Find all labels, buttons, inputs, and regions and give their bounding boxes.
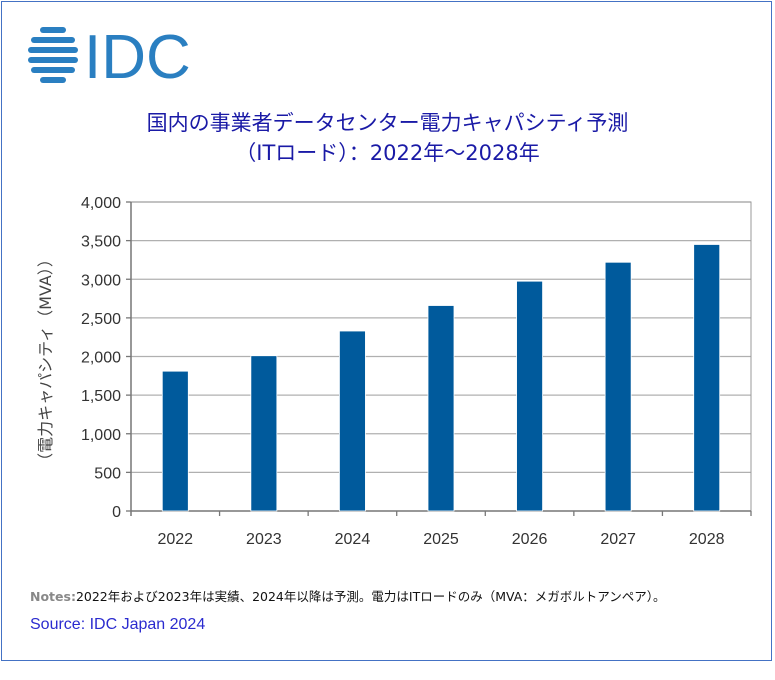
x-tick-label: 2024 xyxy=(335,531,371,548)
bar-2027 xyxy=(604,261,632,512)
y-tick-label: 3,000 xyxy=(81,272,121,289)
source: Source: IDC Japan 2024 xyxy=(30,616,206,633)
y-tick-label: 500 xyxy=(94,465,121,482)
logo-text: IDC xyxy=(84,25,191,85)
chart-frame xyxy=(1,1,772,661)
notes-label: Notes: xyxy=(30,589,76,604)
chart-title: 国内の事業者データセンター電力キャパシティ予測 （ITロード）：2022年～20… xyxy=(0,108,775,168)
title-line-2: （ITロード）：2022年～2028年 xyxy=(235,141,540,165)
y-tick-label: 0 xyxy=(112,504,121,521)
bar-2023 xyxy=(250,355,278,512)
idc-logo: IDC xyxy=(28,23,198,92)
x-tick-label: 2023 xyxy=(246,531,282,548)
y-tick-label: 4,000 xyxy=(81,195,121,212)
y-tick-label: 2,500 xyxy=(81,311,121,328)
x-tick-label: 2022 xyxy=(157,531,193,548)
x-tick-label: 2027 xyxy=(600,531,636,548)
y-tick-label: 2,000 xyxy=(81,350,121,367)
y-tick-label: 1,000 xyxy=(81,427,121,444)
bar-chart: 05001,0001,5002,0002,5003,0003,5004,000 … xyxy=(81,195,752,548)
bar-2025 xyxy=(427,305,455,512)
notes: Notes:2022年および2023年は実績、2024年以降は予測。電力はITロ… xyxy=(30,586,666,605)
y-tick-label: 3,500 xyxy=(81,234,121,251)
bar-2028 xyxy=(693,244,721,512)
y-axis-label: （電力キャパシティ（MVA）） xyxy=(36,251,55,469)
x-tick-label: 2026 xyxy=(512,531,548,548)
y-tick-label: 1,500 xyxy=(81,388,121,405)
bar-2026 xyxy=(516,280,543,512)
x-tick-label: 2025 xyxy=(423,531,459,548)
title-line-1: 国内の事業者データセンター電力キャパシティ予測 xyxy=(146,111,629,135)
x-tick-label: 2028 xyxy=(689,531,725,548)
bar-2022 xyxy=(161,370,189,512)
bar-2024 xyxy=(339,330,366,512)
notes-text: 2022年および2023年は実績、2024年以降は予測。電力はITロードのみ（M… xyxy=(75,589,666,604)
